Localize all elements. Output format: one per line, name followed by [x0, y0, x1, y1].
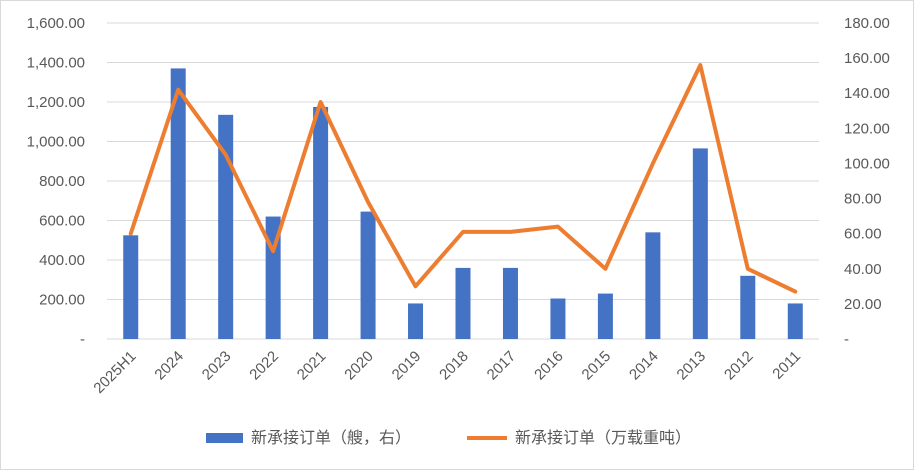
left-tick-label: 400.00: [39, 252, 85, 269]
left-tick-label: 1,400.00: [27, 55, 85, 72]
right-axis-ticks: - 20.00 40.00 60.00 80.00 100.00 120.00 140.00 1…: [844, 15, 890, 348]
right-tick-label: 160.00: [844, 50, 890, 67]
bar: [502, 267, 518, 339]
bar: [740, 275, 756, 339]
x-tick-label: 2017: [484, 348, 520, 384]
x-axis-ticks: 2025H1 2024 2023 2022 2021 2020 2019 2018 2017 20…: [90, 348, 804, 397]
bar: [360, 211, 376, 339]
right-tick-label: 40.00: [844, 261, 882, 278]
left-tick-label: 800.00: [39, 173, 85, 190]
x-tick-label: 2011: [769, 348, 804, 383]
right-tick-label: 120.00: [844, 120, 890, 137]
legend-label-bar: 新承接订单（艘，右）: [251, 429, 411, 447]
legend-swatch-bar: [206, 433, 243, 443]
x-tick-label: 2014: [626, 348, 662, 384]
x-tick-label: 2025H1: [90, 348, 139, 397]
bar: [313, 106, 329, 339]
left-tick-label: 600.00: [39, 213, 85, 230]
left-tick-label: 1,200.00: [27, 94, 85, 111]
x-tick-label: 2020: [341, 348, 377, 384]
left-tick-label: 200.00: [39, 292, 85, 309]
bar: [455, 267, 471, 339]
legend-label-line: 新承接订单（万载重吨）: [515, 429, 691, 447]
bar-series: [123, 68, 803, 340]
bar: [170, 68, 186, 340]
right-tick-label: 180.00: [844, 15, 890, 32]
bar: [787, 303, 803, 339]
x-tick-label: 2012: [721, 348, 757, 384]
bar: [645, 232, 661, 339]
legend: 新承接订单（艘，右） 新承接订单（万载重吨）: [206, 429, 691, 447]
bar: [408, 303, 424, 339]
x-tick-label: 2019: [389, 348, 425, 384]
left-tick-label: 1,600.00: [27, 15, 85, 32]
right-tick-label: 100.00: [844, 155, 890, 172]
x-tick-label: 2023: [199, 348, 235, 384]
x-tick-label: 2021: [294, 348, 330, 384]
bar: [692, 148, 708, 339]
bar: [597, 293, 613, 339]
left-tick-label: -: [80, 331, 85, 348]
right-tick-label: 60.00: [844, 226, 882, 243]
right-tick-label: 80.00: [844, 191, 882, 208]
x-tick-label: 2015: [579, 348, 615, 384]
x-tick-label: 2013: [674, 348, 710, 384]
x-tick-label: 2022: [246, 348, 282, 384]
bar: [123, 235, 139, 339]
right-tick-label: -: [844, 331, 849, 348]
bar: [218, 114, 234, 340]
x-tick-label: 2016: [531, 348, 567, 384]
left-axis-ticks: - 200.00 400.00 600.00 800.00 1,000.00 1,200.0…: [27, 15, 85, 348]
line-series: [128, 63, 798, 294]
left-tick-label: 1,000.00: [27, 134, 85, 151]
right-tick-label: 20.00: [844, 296, 882, 313]
x-tick-label: 2024: [151, 348, 187, 384]
x-tick-label: 2018: [436, 348, 472, 384]
bar: [550, 298, 566, 339]
right-tick-label: 140.00: [844, 85, 890, 102]
